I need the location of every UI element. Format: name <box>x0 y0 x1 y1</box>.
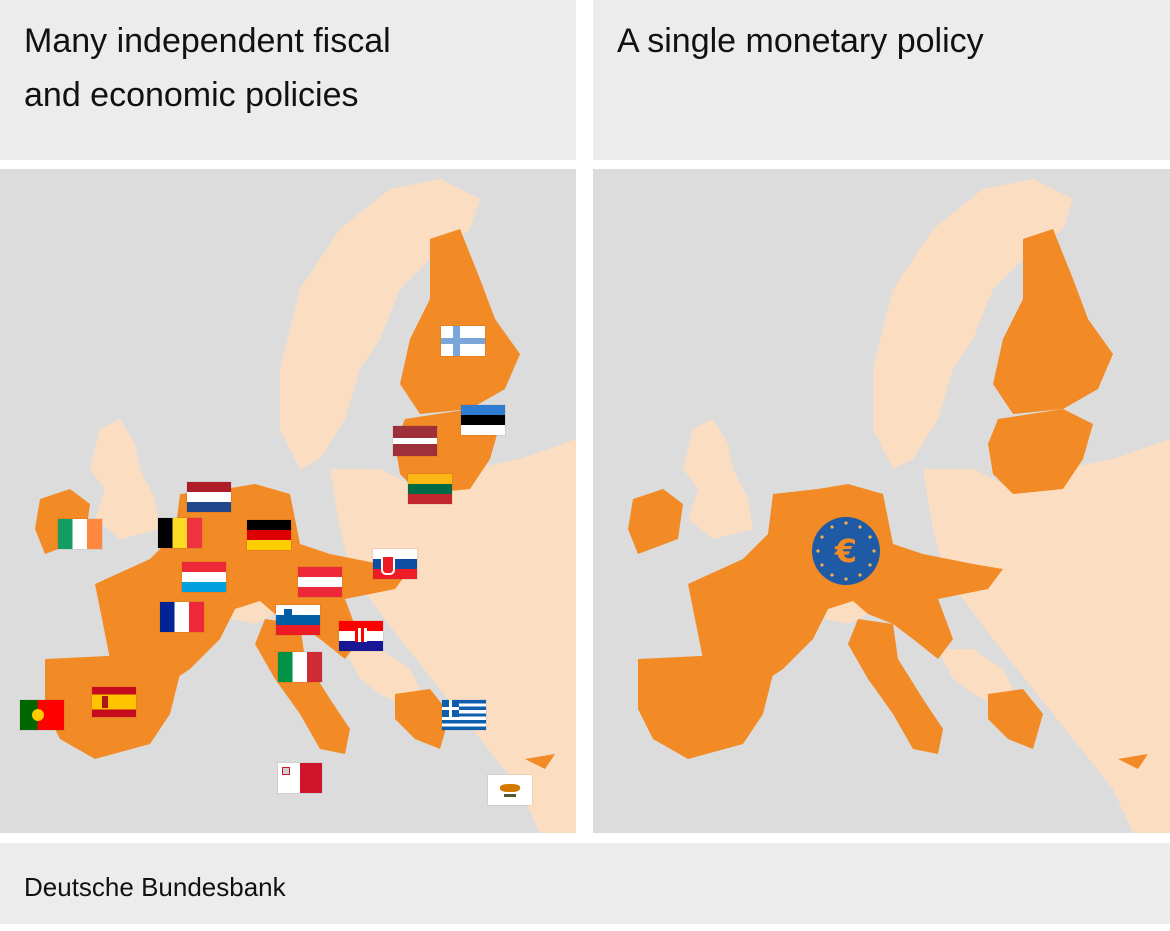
italy-shape <box>848 619 943 754</box>
svg-text:€: € <box>834 532 857 570</box>
finland-shape <box>400 229 520 414</box>
source-footer: Deutsche Bundesbank <box>0 843 1170 924</box>
latvia-flag <box>393 426 437 456</box>
right-map-graphic: € <box>628 179 1170 833</box>
left-title-line-1: Many independent fiscal <box>24 22 391 60</box>
cyprus-shape <box>1118 754 1148 769</box>
estonia-flag <box>461 405 505 435</box>
left-title-line-2: and economic policies <box>24 76 359 114</box>
euro-ecb-icon: € <box>808 513 884 589</box>
balkans-land <box>345 649 420 704</box>
portugal-flag <box>20 700 64 730</box>
right-title-line-1: A single monetary policy <box>617 22 984 60</box>
great-britain-land <box>90 419 160 539</box>
italy-flag <box>278 652 322 682</box>
turkey-land <box>500 709 576 769</box>
left-map-graphic <box>35 179 576 833</box>
malta-flag <box>278 763 322 793</box>
netherlands-flag <box>187 482 231 512</box>
great-britain-land <box>683 419 753 539</box>
ireland-shape <box>628 489 683 554</box>
greece-shape <box>395 689 450 749</box>
right-panel-title: A single monetary policy <box>593 0 1170 160</box>
cyprus-flag <box>488 775 532 805</box>
lithuania-flag <box>408 474 452 504</box>
balkans-land <box>938 649 1013 704</box>
finland-flag <box>441 326 485 356</box>
turkey-land <box>1093 709 1170 769</box>
spain-flag <box>92 687 136 717</box>
croatia-flag <box>339 621 383 651</box>
left-map <box>0 169 576 833</box>
greece-shape <box>988 689 1043 749</box>
slovenia-flag <box>276 605 320 635</box>
slovakia-flag <box>373 549 417 579</box>
iberia-shape <box>638 654 773 759</box>
france-flag <box>160 602 204 632</box>
finland-shape <box>993 229 1113 414</box>
luxembourg-flag <box>182 562 226 592</box>
baltics-shape <box>988 409 1093 494</box>
germany-flag <box>247 520 291 550</box>
eastern-europe-land <box>923 439 1170 833</box>
belgium-flag <box>158 518 202 548</box>
ireland-flag <box>58 519 102 549</box>
right-map: € <box>593 169 1170 833</box>
greece-flag <box>442 700 486 730</box>
source-label: Deutsche Bundesbank <box>24 872 286 902</box>
cyprus-shape <box>525 754 555 769</box>
austria-flag <box>298 567 342 597</box>
left-panel-title: Many independent fiscal and economic pol… <box>0 0 576 160</box>
